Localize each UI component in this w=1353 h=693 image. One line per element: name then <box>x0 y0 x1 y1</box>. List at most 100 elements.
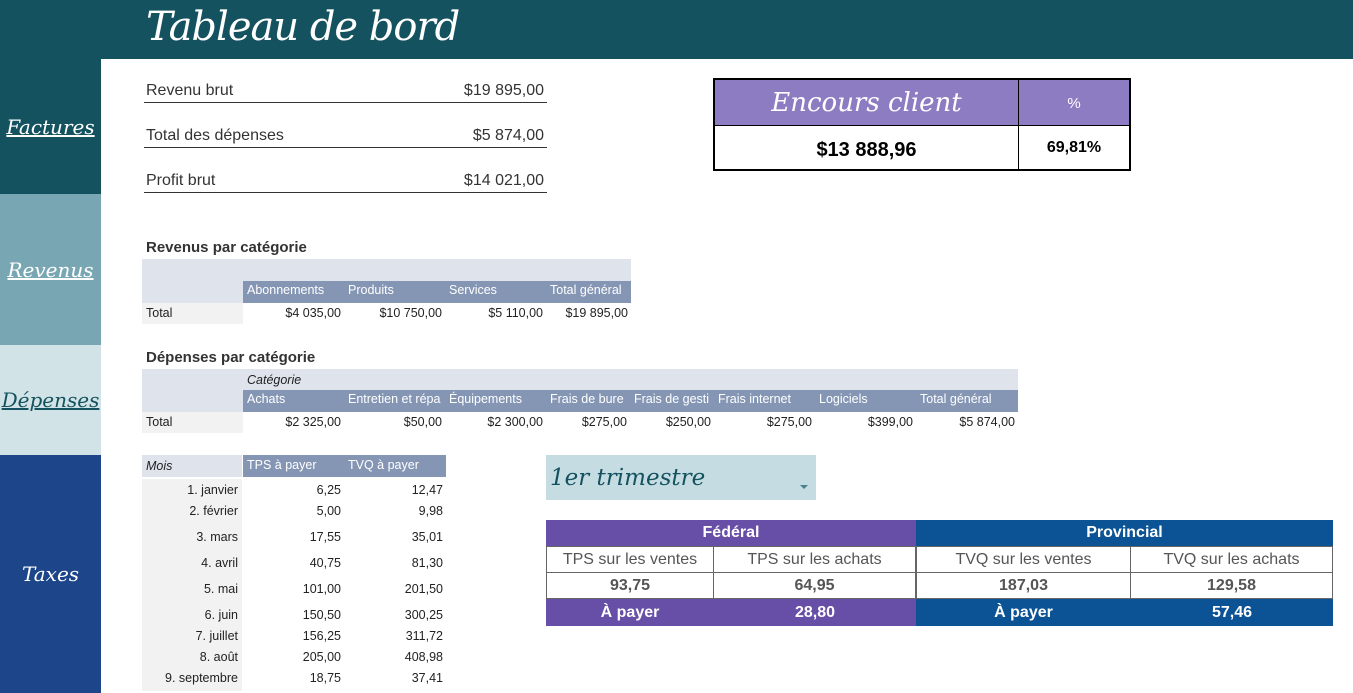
pivot-category-label: Catégorie <box>247 373 302 387</box>
tax-summary-grid: Fédéral Provincial TPS sur les ventes TP… <box>546 520 1333 626</box>
pivot-corner <box>142 281 243 303</box>
tvq-cell: 201,50 <box>404 582 443 596</box>
tps-cell: 150,50 <box>302 608 341 622</box>
encours-title: Encours client <box>771 88 962 118</box>
pivot-cell: $19 895,00 <box>565 306 628 320</box>
encours-pct: 69,81% <box>1018 126 1129 169</box>
summary-label: Profit brut <box>146 172 216 189</box>
tvq-column-header: TVQ à payer <box>344 455 446 477</box>
tps-cell: 205,00 <box>302 650 341 664</box>
tps-cell: 18,75 <box>309 671 341 685</box>
month-cell: 1. janvier <box>142 479 242 500</box>
month-column-header: Mois <box>142 455 242 477</box>
pivot-column-header: Abonnements <box>243 281 344 303</box>
pivot-column-header: Équipements <box>445 390 546 412</box>
provincial-header: Provincial <box>916 520 1333 546</box>
pivot-cell: $2 300,00 <box>487 415 543 429</box>
tps-cell: 17,55 <box>309 530 341 544</box>
dashboard-header: Tableau de bord <box>0 0 1353 59</box>
pivot-column-header: Logiciels <box>815 390 916 412</box>
month-cell: 4. avril <box>142 547 242 573</box>
summary-value: $19 895,00 <box>463 82 544 99</box>
depenses-section-title: Dépenses par catégorie <box>146 349 316 366</box>
encours-client-card: Encours client % $13 888,96 69,81% <box>713 78 1131 171</box>
tvq-ventes-value: 187,03 <box>916 572 1131 599</box>
pivot-cell: $2 325,00 <box>285 415 341 429</box>
tvq-cell: 12,47 <box>411 483 443 497</box>
pivot-column-header: Total général <box>916 390 1018 412</box>
pivot-row-label: Total <box>142 303 243 324</box>
tps-achats-label: TPS sur les achats <box>713 546 916 573</box>
tvq-cell: 37,41 <box>411 671 443 685</box>
pivot-cell: $5 874,00 <box>959 415 1015 429</box>
month-cell: 9. septembre <box>142 667 242 691</box>
tvq-cell: 300,25 <box>404 608 443 622</box>
encours-header: Encours client % <box>715 80 1129 126</box>
month-cell: 2. février <box>142 500 242 521</box>
federal-a-payer-value: 28,80 <box>714 599 916 626</box>
nav-link-factures[interactable]: Factures <box>0 59 101 194</box>
tvq-cell: 408,98 <box>404 650 443 664</box>
tps-cell: 156,25 <box>302 629 341 643</box>
pivot-row-label: Total <box>142 412 243 433</box>
pivot-column-header: Total général <box>546 281 631 303</box>
summary-label: Revenu brut <box>146 82 234 99</box>
tvq-ventes-label: TVQ sur les ventes <box>916 546 1131 573</box>
tps-cell: 40,75 <box>309 556 341 570</box>
pivot-cell: $250,00 <box>665 415 711 429</box>
pivot-column-header: Produits <box>344 281 445 303</box>
pivot-cell: $275,00 <box>581 415 627 429</box>
chevron-down-icon[interactable] <box>800 485 808 489</box>
pivot-cell: $399,00 <box>867 415 913 429</box>
pivot-cell: $275,00 <box>766 415 812 429</box>
pivot-cell: $5 110,00 <box>488 306 543 320</box>
tps-cell: 6,25 <box>316 483 341 497</box>
pivot-column-header: Frais de bure <box>546 390 630 412</box>
tps-column-header: TPS à payer <box>243 455 344 477</box>
pivot-header-band <box>142 369 1018 390</box>
federal-a-payer-label: À payer <box>546 599 714 626</box>
tvq-achats-label: TVQ sur les achats <box>1130 546 1333 573</box>
tvq-cell: 81,30 <box>411 556 443 570</box>
nav-link-taxes[interactable]: Taxes <box>0 455 101 693</box>
tvq-cell: 311,72 <box>405 629 443 643</box>
summary-row-depenses: Total des dépenses $5 874,00 <box>144 124 547 148</box>
trimestre-dropdown[interactable]: 1er trimestre <box>546 455 816 500</box>
revenus-section-title: Revenus par catégorie <box>146 239 307 256</box>
tps-ventes-value: 93,75 <box>546 572 714 599</box>
tps-cell: 101,00 <box>302 582 341 596</box>
summary-value: $14 021,00 <box>463 172 544 189</box>
pivot-column-header: Frais internet <box>714 390 815 412</box>
pivot-column-header: Services <box>445 281 546 303</box>
pivot-column-header: Frais de gesti <box>630 390 714 412</box>
month-cell: 8. août <box>142 646 242 667</box>
page-title: Tableau de bord <box>146 4 460 50</box>
pivot-cell: $50,00 <box>403 415 442 429</box>
pivot-cell: $4 035,00 <box>285 306 341 320</box>
summary-row-revenu: Revenu brut $19 895,00 <box>144 79 547 103</box>
month-cell: 3. mars <box>142 521 242 547</box>
month-cell: 6. juin <box>142 599 242 625</box>
tvq-achats-value: 129,58 <box>1130 572 1333 599</box>
pivot-column-header: Achats <box>243 390 344 412</box>
tvq-cell: 9,98 <box>418 504 443 518</box>
summary-row-profit: Profit brut $14 021,00 <box>144 169 547 193</box>
pivot-cell: $10 750,00 <box>379 306 442 320</box>
summary-label: Total des dépenses <box>146 127 284 144</box>
month-cell: 7. juillet <box>142 625 242 646</box>
provincial-a-payer-label: À payer <box>916 599 1131 626</box>
pivot-column-header: Entretien et répa <box>344 390 445 412</box>
federal-header: Fédéral <box>546 520 916 546</box>
pivot-corner <box>142 390 243 412</box>
encours-value: $13 888,96 <box>816 139 917 161</box>
trimestre-selected: 1er trimestre <box>550 465 706 491</box>
tvq-cell: 35,01 <box>411 530 443 544</box>
nav-link-depenses[interactable]: Dépenses <box>0 345 101 455</box>
tps-ventes-label: TPS sur les ventes <box>546 546 714 573</box>
month-cell: 5. mai <box>142 573 242 599</box>
pivot-header-band <box>142 259 631 281</box>
tps-cell: 5,00 <box>316 504 341 518</box>
nav-link-revenus[interactable]: Revenus <box>0 194 101 345</box>
provincial-a-payer-value: 57,46 <box>1131 599 1333 626</box>
summary-value: $5 874,00 <box>472 127 544 144</box>
